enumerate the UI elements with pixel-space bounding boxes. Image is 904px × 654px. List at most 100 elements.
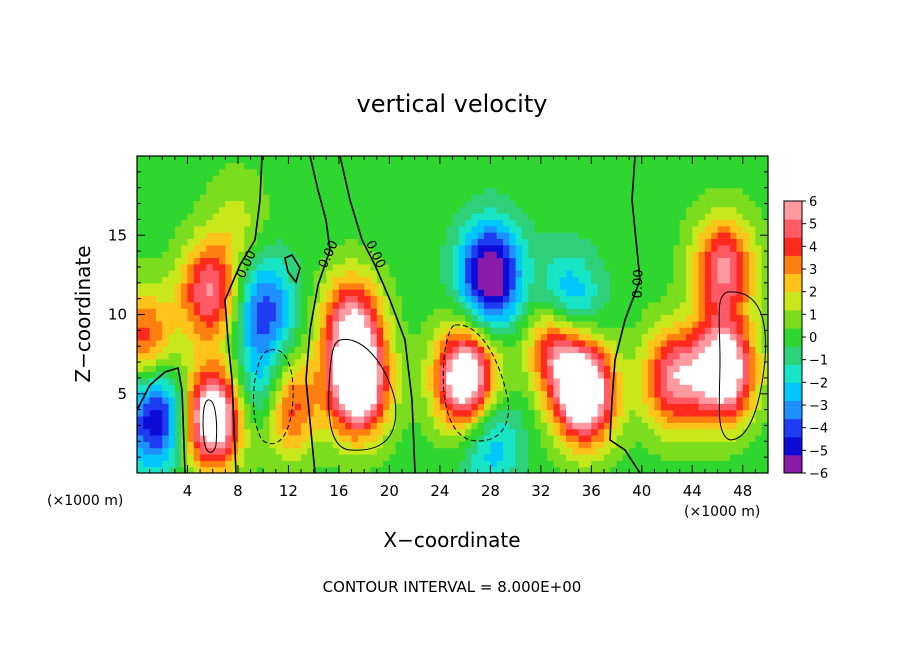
heatmap-cell	[648, 270, 656, 278]
heatmap-cell	[269, 219, 277, 227]
heatmap-cell	[250, 276, 258, 284]
heatmap-cell	[692, 206, 700, 214]
heatmap-cell	[389, 447, 397, 455]
heatmap-cell	[370, 301, 378, 309]
heatmap-cell	[338, 441, 346, 449]
heatmap-cell	[301, 276, 308, 284]
heatmap-cell	[566, 206, 573, 214]
heatmap-cell	[345, 434, 353, 442]
heatmap-cell	[219, 434, 226, 442]
heatmap-cell	[408, 263, 416, 271]
heatmap-cell	[149, 263, 157, 271]
heatmap-cell	[502, 181, 510, 189]
heatmap-cell	[667, 263, 674, 271]
heatmap-cell	[471, 308, 479, 316]
heatmap-cell	[427, 441, 435, 449]
heatmap-cell	[528, 187, 536, 195]
heatmap-cell	[484, 409, 491, 417]
heatmap-cell	[389, 219, 397, 227]
heatmap-cell	[301, 156, 308, 163]
heatmap-cell	[225, 377, 233, 385]
heatmap-cell	[307, 162, 315, 170]
heatmap-cell	[244, 194, 252, 201]
heatmap-cell	[250, 333, 258, 341]
heatmap-cell	[559, 244, 567, 252]
heatmap-cell	[301, 194, 308, 201]
heatmap-cell	[749, 282, 756, 290]
heatmap-cell	[610, 295, 618, 303]
heatmap-cell	[566, 238, 573, 246]
heatmap-cell	[319, 320, 327, 328]
heatmap-cell	[578, 225, 586, 233]
heatmap-cell	[313, 327, 321, 335]
heatmap-cell	[162, 415, 170, 423]
heatmap-cell	[471, 289, 479, 297]
heatmap-cell	[597, 219, 605, 227]
heatmap-cell	[610, 415, 618, 423]
heatmap-cell	[345, 390, 353, 398]
heatmap-cell	[288, 327, 296, 335]
heatmap-cell	[730, 377, 738, 385]
heatmap-cell	[219, 441, 226, 449]
heatmap-cell	[256, 238, 264, 246]
heatmap-cell	[540, 377, 548, 385]
heatmap-cell	[622, 194, 630, 201]
heatmap-cell	[313, 213, 321, 220]
heatmap-cell	[319, 162, 327, 170]
heatmap-cell	[269, 441, 277, 449]
heatmap-cell	[206, 244, 214, 252]
heatmap-cell	[717, 327, 725, 335]
heatmap-cell	[648, 251, 656, 259]
heatmap-cell	[206, 460, 214, 468]
heatmap-cell	[484, 257, 491, 265]
heatmap-cell	[717, 270, 725, 278]
heatmap-cell	[193, 244, 201, 252]
heatmap-cell	[193, 365, 201, 373]
heatmap-cell	[496, 358, 504, 366]
heatmap-cell	[174, 409, 182, 417]
heatmap-cell	[572, 187, 580, 195]
heatmap-cell	[231, 270, 239, 278]
heatmap-cell	[591, 244, 599, 252]
heatmap-cell	[742, 276, 750, 284]
heatmap-cell	[219, 257, 226, 265]
heatmap-cell	[502, 276, 510, 284]
heatmap-cell	[408, 415, 416, 423]
heatmap-cell	[275, 390, 283, 398]
heatmap-cell	[679, 403, 687, 411]
heatmap-cell	[294, 447, 302, 455]
heatmap-cell	[616, 352, 624, 360]
heatmap-cell	[181, 320, 189, 328]
heatmap-cell	[338, 225, 346, 233]
heatmap-cell	[313, 156, 321, 163]
heatmap-cell	[433, 447, 441, 455]
heatmap-cell	[553, 232, 561, 240]
heatmap-cell	[591, 365, 599, 373]
heatmap-cell	[313, 466, 321, 473]
heatmap-cell	[654, 314, 662, 322]
heatmap-cell	[698, 181, 706, 189]
heatmap-cell	[231, 181, 239, 189]
heatmap-cell	[149, 460, 157, 468]
heatmap-cell	[244, 320, 252, 328]
heatmap-cell	[692, 219, 700, 227]
heatmap-cell	[559, 219, 567, 227]
heatmap-cell	[263, 428, 271, 436]
heatmap-cell	[225, 219, 233, 227]
heatmap-cell	[244, 415, 252, 423]
heatmap-cell	[515, 263, 523, 271]
heatmap-cell	[679, 244, 687, 252]
heatmap-cell	[364, 434, 372, 442]
heatmap-cell	[673, 257, 681, 265]
heatmap-cell	[237, 308, 245, 316]
heatmap-cell	[420, 339, 428, 347]
heatmap-cell	[616, 327, 624, 335]
heatmap-cell	[294, 308, 302, 316]
heatmap-cell	[704, 415, 712, 423]
heatmap-cell	[301, 295, 308, 303]
heatmap-cell	[408, 206, 416, 214]
heatmap-cell	[250, 365, 258, 373]
heatmap-cell	[263, 213, 271, 220]
heatmap-cell	[244, 270, 252, 278]
heatmap-cell	[263, 251, 271, 259]
